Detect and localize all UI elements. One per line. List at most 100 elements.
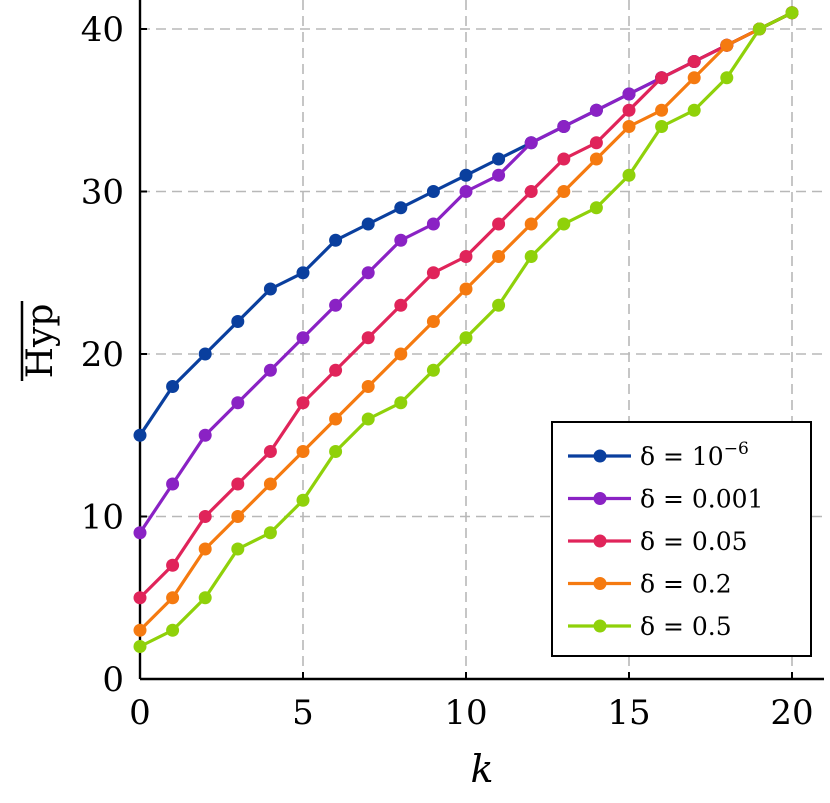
data-point: [166, 380, 180, 393]
data-point: [492, 298, 506, 312]
data-point: [198, 347, 212, 361]
x-tick-label: 20: [770, 693, 813, 733]
data-point: [492, 152, 506, 166]
data-point: [263, 445, 277, 458]
data-point: [231, 396, 245, 410]
data-point: [361, 412, 375, 426]
y-tick-label: 40: [81, 10, 124, 50]
data-point: [426, 363, 440, 377]
data-point: [166, 558, 180, 572]
series-group: [133, 6, 799, 653]
data-point: [166, 591, 180, 605]
data-point: [133, 428, 147, 442]
data-point: [492, 168, 506, 182]
data-point: [622, 103, 636, 117]
data-point: [133, 526, 147, 540]
series-3: [133, 6, 799, 605]
y-tick-label: 0: [102, 660, 124, 700]
data-point: [231, 542, 245, 556]
data-point: [394, 201, 408, 215]
data-point: [459, 185, 473, 198]
x-tick-label: 5: [292, 693, 314, 733]
data-point: [263, 526, 277, 540]
legend-label: δ = 0.5: [640, 612, 732, 641]
data-point: [492, 217, 506, 231]
legend-label: δ = 0.001: [640, 485, 763, 514]
data-point: [459, 250, 473, 263]
data-point: [687, 103, 701, 117]
legend-item: δ = 0.5: [568, 612, 732, 641]
data-point: [166, 623, 180, 637]
data-point: [394, 233, 408, 247]
data-point: [492, 250, 506, 263]
data-point: [589, 152, 603, 166]
data-point: [329, 412, 343, 426]
data-point: [589, 103, 603, 117]
series-5: [133, 6, 799, 653]
legend-label: δ = 0.05: [640, 527, 748, 556]
legend-label: δ = 0.2: [640, 570, 732, 599]
data-point: [198, 510, 212, 523]
x-tick-label: 0: [129, 693, 151, 733]
data-point: [198, 542, 212, 556]
axes: [138, 0, 824, 681]
data-point: [752, 22, 766, 36]
data-point: [426, 266, 440, 280]
y-tick-label: 10: [81, 498, 124, 538]
data-point: [361, 331, 375, 345]
data-point: [524, 136, 538, 150]
data-point: [557, 152, 571, 166]
x-tick-label: 15: [607, 693, 650, 733]
data-point: [655, 103, 669, 117]
data-point: [296, 396, 310, 410]
data-point: [231, 510, 245, 523]
data-point: [361, 217, 375, 231]
data-point: [263, 477, 277, 491]
data-point: [263, 363, 277, 377]
data-point: [166, 477, 180, 491]
data-point: [720, 38, 734, 52]
data-point: [687, 55, 701, 68]
data-point: [720, 71, 734, 85]
x-axis-label: k: [470, 747, 493, 791]
data-point: [296, 331, 310, 345]
data-point: [329, 445, 343, 458]
data-point: [198, 591, 212, 605]
legend-item: δ = 0.05: [568, 527, 748, 556]
data-point: [133, 623, 147, 637]
data-point: [296, 266, 310, 280]
data-point: [785, 6, 799, 20]
data-point: [459, 331, 473, 345]
data-point: [296, 445, 310, 458]
axis-titles: k Hyp: [20, 301, 494, 791]
y-tick-label: 30: [81, 173, 124, 213]
data-point: [198, 428, 212, 442]
data-point: [524, 250, 538, 263]
data-point: [133, 640, 147, 653]
legend-marker: [593, 619, 607, 633]
data-point: [687, 71, 701, 85]
data-point: [361, 266, 375, 280]
y-tick-label: 20: [81, 335, 124, 375]
data-point: [231, 315, 245, 328]
data-point: [263, 282, 277, 296]
legend-marker: [593, 534, 607, 548]
data-point: [622, 120, 636, 133]
y-axis-label: Hyp: [20, 304, 61, 379]
data-point: [655, 120, 669, 133]
data-point: [459, 282, 473, 296]
legend-marker: [593, 449, 607, 463]
data-point: [459, 168, 473, 182]
data-point: [524, 217, 538, 231]
data-point: [394, 396, 408, 410]
legend-marker: [593, 492, 607, 505]
data-point: [426, 217, 440, 231]
tick-labels: 0 5 10 15 20 0 10 20 30 40: [81, 10, 814, 733]
data-point: [296, 493, 310, 507]
legend-marker: [593, 577, 607, 590]
data-point: [622, 87, 636, 101]
data-point: [589, 201, 603, 215]
legend-item: δ = 0.001: [568, 485, 763, 514]
